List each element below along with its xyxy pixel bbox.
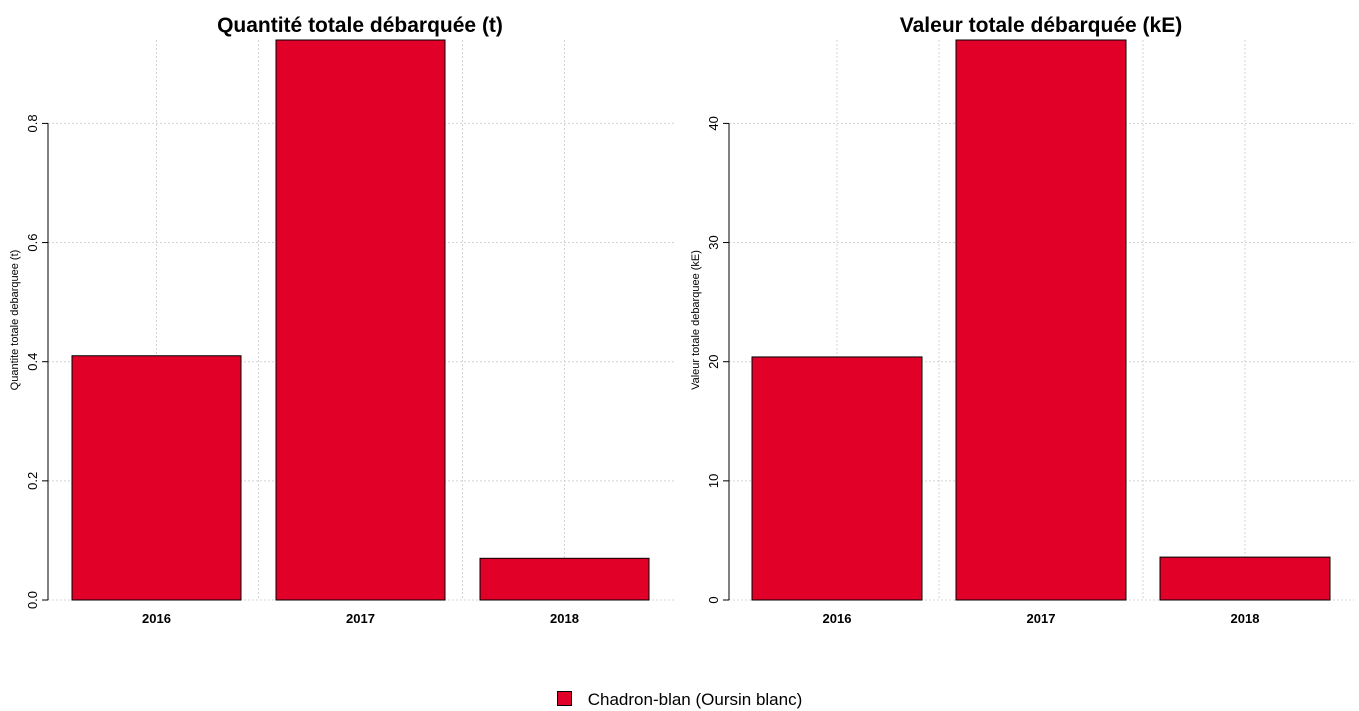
y-tick-label: 20 (706, 354, 721, 368)
x-axis: 2016 2017 2018 (142, 611, 579, 626)
legend: Chadron-blan (Oursin blanc) (0, 690, 1359, 710)
y-tick-label: 0.0 (25, 591, 40, 609)
bar-2016 (71, 355, 242, 601)
y-axis-label: Quantite totale debarquee (t) (9, 250, 21, 391)
chart-title: Valeur totale débarquée (kE) (900, 14, 1182, 37)
chart-panel-quantity: Quantité totale débarquée (t) Quantite t… (9, 14, 674, 626)
bar-2017 (275, 39, 446, 601)
x-tick-label: 2016 (823, 611, 852, 626)
bars (71, 39, 650, 601)
bars (751, 39, 1331, 601)
y-tick-label: 40 (706, 116, 721, 130)
chart-title: Quantité totale débarquée (t) (217, 14, 503, 37)
bar-2018 (1159, 556, 1331, 601)
chart-panel-value: Valeur totale débarquée (kE) Valeur tota… (690, 14, 1354, 626)
x-tick-label: 2017 (346, 611, 375, 626)
legend-swatch (556, 691, 572, 706)
bar-2017 (955, 39, 1127, 601)
x-axis: 2016 2017 2018 (823, 611, 1260, 626)
x-tick-label: 2017 (1027, 611, 1056, 626)
y-tick-label: 0.6 (25, 234, 40, 252)
y-axis: 0.0 0.2 0.4 0.6 0.8 (25, 114, 49, 609)
y-tick-label: 0.4 (25, 353, 40, 371)
y-axis: 0 10 20 30 40 (706, 116, 730, 604)
legend-label: Chadron-blan (Oursin blanc) (587, 690, 803, 709)
x-tick-label: 2018 (1231, 611, 1260, 626)
bar-2018 (479, 557, 650, 601)
x-tick-label: 2018 (550, 611, 579, 626)
y-tick-label: 0.2 (25, 472, 40, 490)
y-tick-label: 30 (706, 235, 721, 249)
y-tick-label: 10 (706, 474, 721, 488)
x-tick-label: 2016 (142, 611, 171, 626)
y-tick-label: 0 (706, 596, 721, 603)
bar-2016 (751, 356, 923, 601)
y-axis-label: Valeur totale debarquee (kE) (690, 250, 702, 390)
y-tick-label: 0.8 (25, 114, 40, 132)
